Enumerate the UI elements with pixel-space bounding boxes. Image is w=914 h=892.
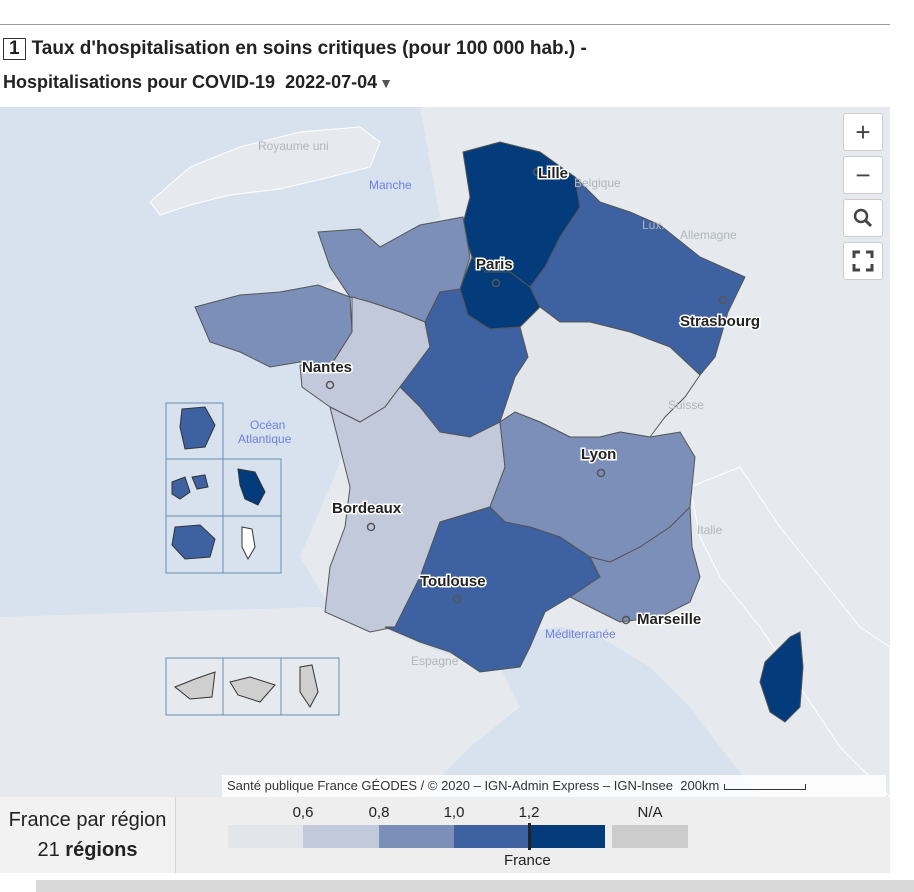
italy-landmass <box>689 466 890 797</box>
paris-marker <box>491 278 501 288</box>
region-level-label: France par région <box>8 809 167 831</box>
legend-tick: 1,2 <box>518 804 540 821</box>
legend-class-4 <box>454 825 529 848</box>
legend-class-5 <box>529 825 605 848</box>
legend-class-1 <box>228 825 303 848</box>
sea-label-ocean-line2: Atlantique <box>238 432 292 446</box>
sea-label-mediterranee: Méditerranée <box>545 627 616 641</box>
inset-reunion[interactable] <box>171 524 216 560</box>
city-label-lyon: Lyon <box>581 446 616 463</box>
date-selector[interactable]: 2022-07-04 <box>285 72 378 92</box>
map-title: 1 Taux d'hospitalisation en soins critiqu… <box>3 38 587 60</box>
map-header: 1 Taux d'hospitalisation en soins critiqu… <box>0 26 890 106</box>
city-markers <box>325 167 728 625</box>
lyon-marker <box>596 468 606 478</box>
country-label-uk: Royaume uni <box>258 139 329 153</box>
nantes-marker <box>325 380 335 390</box>
sardinia-landmass <box>760 702 805 797</box>
top-divider <box>0 24 890 25</box>
city-label-bordeaux: Bordeaux <box>332 500 402 517</box>
legend-na-label: N/A <box>637 804 663 821</box>
region-occitanie[interactable] <box>384 506 601 673</box>
france-value-marker <box>528 823 531 850</box>
sea-label-manche: Manche <box>369 178 412 192</box>
legend-class-2 <box>303 825 379 848</box>
scale-label: 200km <box>680 778 720 793</box>
legend-tick: 0,6 <box>292 804 314 821</box>
indicator-name: Hospitalisations pour COVID-19 <box>3 72 276 92</box>
toulouse-marker <box>452 594 462 604</box>
overseas-insets <box>165 402 340 716</box>
inset-saint-martin[interactable] <box>229 676 276 703</box>
region-provence-alpes-cote-dazur[interactable] <box>569 505 701 623</box>
bordeaux-marker <box>366 522 376 532</box>
caret-down-icon[interactable]: ▼ <box>379 75 393 91</box>
inset-guyane[interactable] <box>179 406 216 450</box>
region-count: 21 régions <box>0 839 175 862</box>
map-attribution: Santé publique France GÉODES / © 2020 – … <box>222 775 886 797</box>
legend-tick: 0,8 <box>368 804 390 821</box>
country-label-italy: Italie <box>697 523 723 537</box>
legend-tick: 1,0 <box>443 804 465 821</box>
inset-saint-pierre[interactable] <box>174 671 216 700</box>
legend-na-swatch <box>612 825 688 848</box>
city-label-toulouse: Toulouse <box>420 573 486 590</box>
city-label-paris: Paris <box>476 256 513 273</box>
scale-bar <box>724 783 807 790</box>
city-label-marseille: Marseille <box>637 611 701 628</box>
country-label-germany: Allemagne <box>680 228 737 242</box>
map-number-badge: 1 <box>3 38 26 60</box>
france-marker-label: France <box>504 852 551 869</box>
legend-class-3 <box>379 825 454 848</box>
region-count-unit: régions <box>65 839 138 861</box>
uk-landmass <box>149 126 381 216</box>
map-title-text: Taux d'hospitalisation en soins critique… <box>31 38 587 59</box>
inset-martinique[interactable] <box>237 468 266 506</box>
fullscreen-icon <box>852 250 874 272</box>
zoom-out-button[interactable]: − <box>843 156 883 194</box>
choropleth-map[interactable]: Royaume uni Belgique Lux. Allemagne Suis… <box>0 107 890 797</box>
region-bretagne[interactable] <box>194 284 353 368</box>
sea-label-ocean-line1: Océan <box>250 418 285 432</box>
map-subtitle[interactable]: Hospitalisations pour COVID-19 2022-07-0… <box>3 72 393 93</box>
horizontal-scrollbar[interactable] <box>36 880 914 892</box>
strasbourg-marker <box>718 295 728 305</box>
region-corse[interactable] <box>759 631 804 723</box>
city-label-lille: Lille <box>538 165 568 182</box>
attribution-text: Santé publique France GÉODES / © 2020 – … <box>227 778 674 793</box>
region-summary[interactable]: France par région 21 régions <box>0 797 176 873</box>
country-label-switzerland: Suisse <box>668 398 704 412</box>
lille-marker <box>532 167 542 177</box>
zoom-in-button[interactable]: + <box>843 113 883 151</box>
search-button[interactable] <box>843 199 883 237</box>
marseille-marker <box>621 615 631 625</box>
city-label-strasbourg: Strasbourg <box>680 313 760 330</box>
region-count-number: 21 <box>37 839 60 861</box>
country-label-belgium: Belgique <box>574 176 621 190</box>
city-label-nantes: Nantes <box>302 359 352 376</box>
search-icon <box>853 208 873 228</box>
fullscreen-button[interactable] <box>843 242 883 280</box>
map-canvas[interactable]: Royaume uni Belgique Lux. Allemagne Suis… <box>0 107 890 797</box>
inset-guadeloupe[interactable] <box>171 474 209 500</box>
legend-panel: France par région 21 régions 0,6 0,8 1,0… <box>0 797 890 873</box>
inset-saint-barthelemy[interactable] <box>299 664 319 708</box>
country-label-luxembourg: Lux. <box>642 218 665 232</box>
inset-mayotte[interactable] <box>241 526 256 561</box>
country-label-spain: Espagne <box>411 654 459 668</box>
